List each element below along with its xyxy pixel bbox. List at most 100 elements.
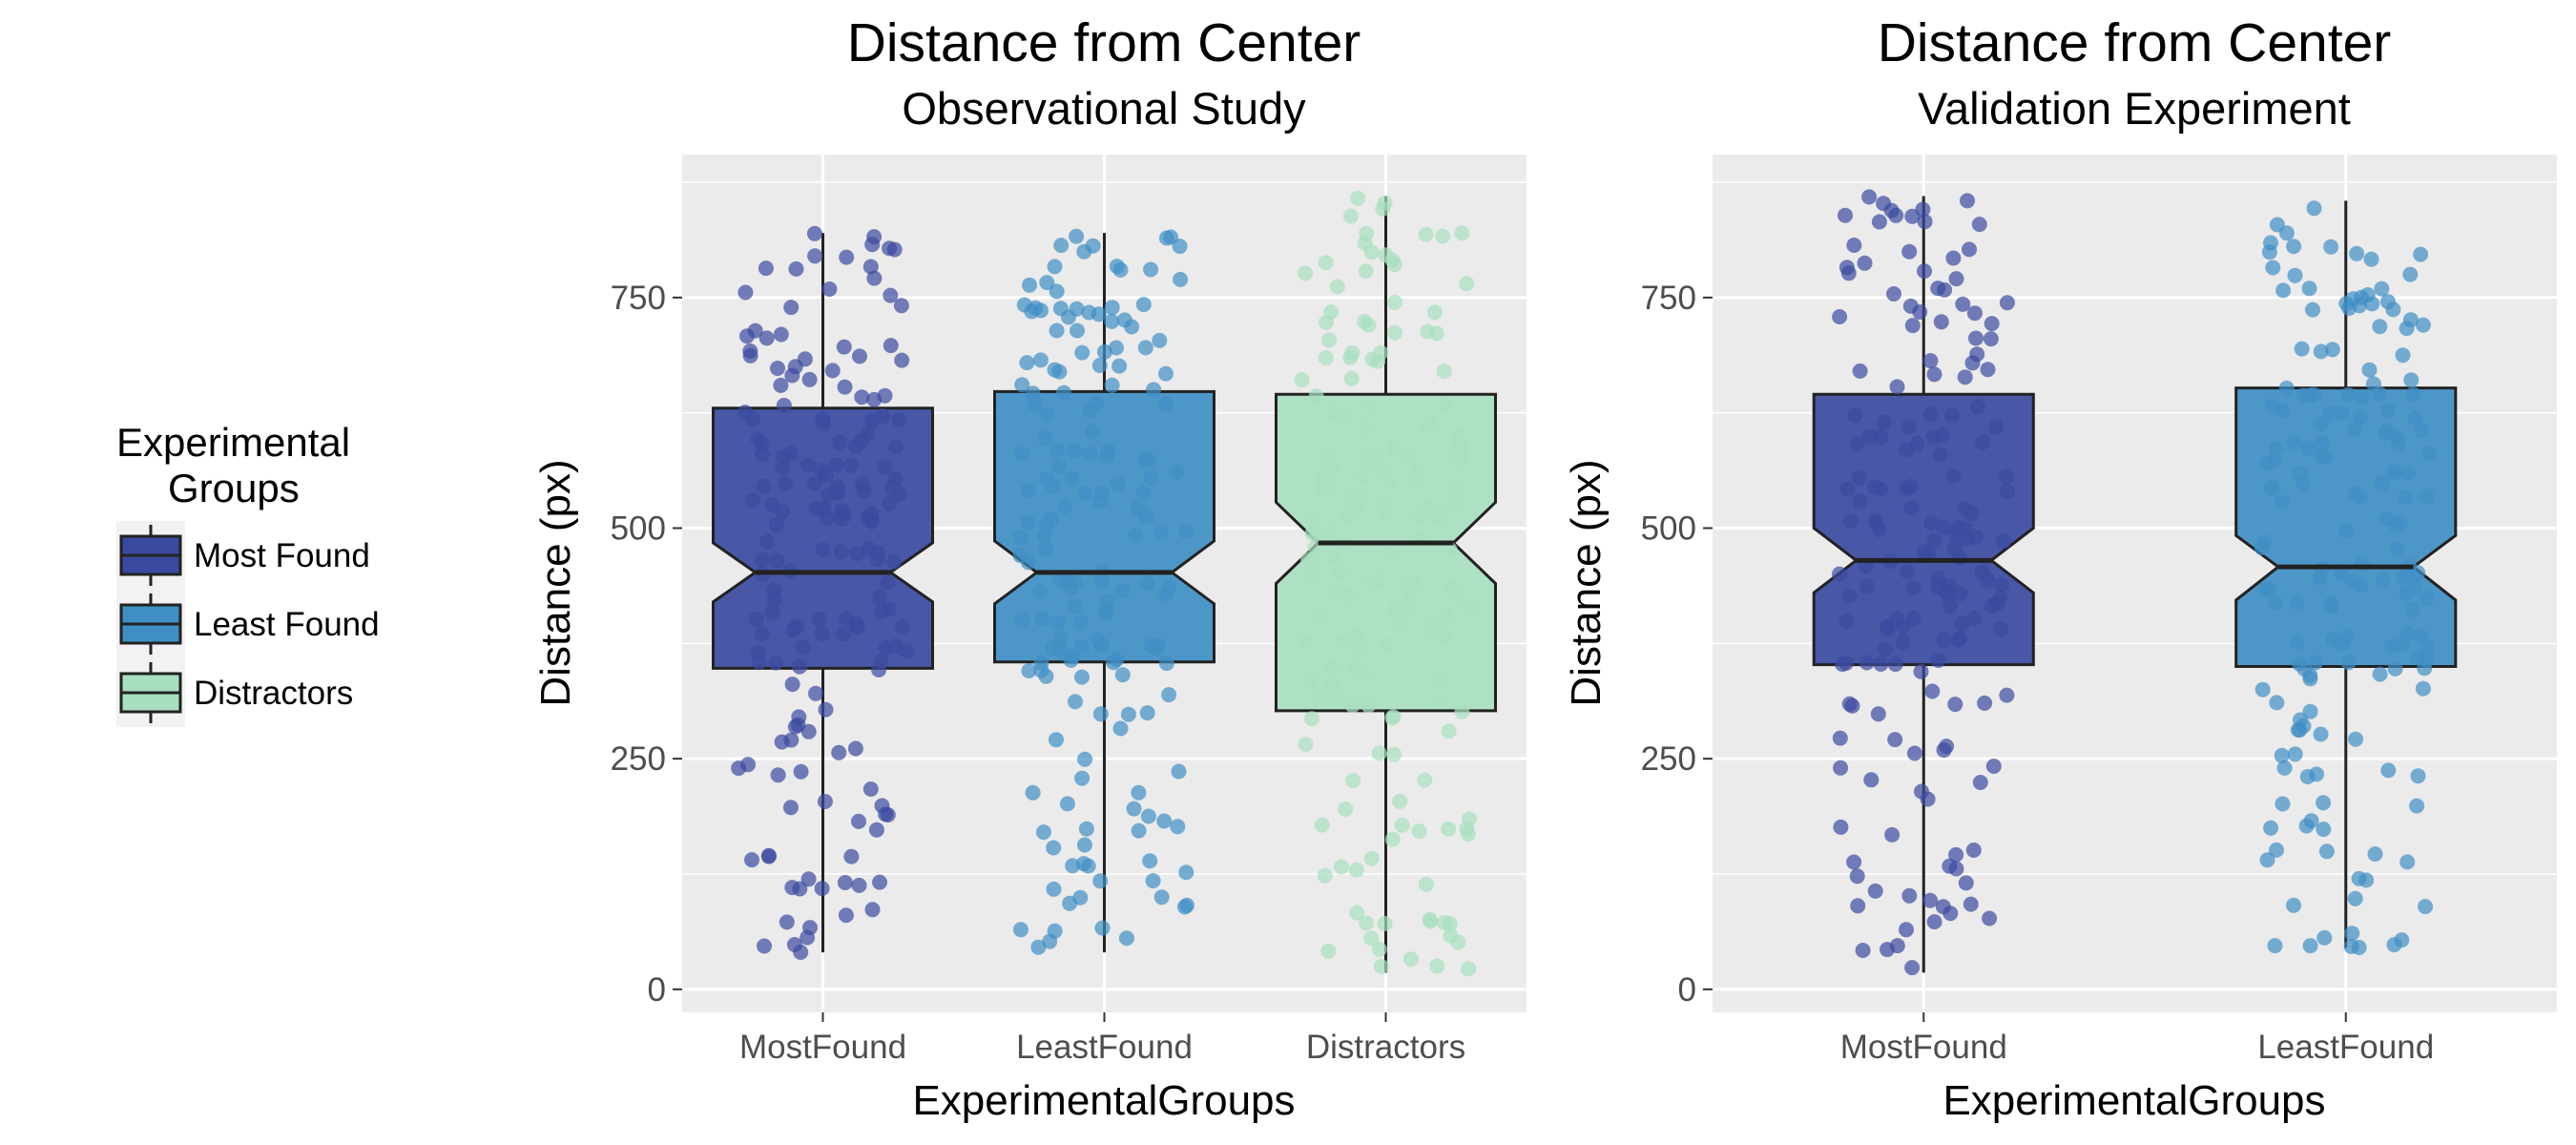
data-point-mostfound xyxy=(1972,775,1988,790)
data-point-mostfound xyxy=(1960,193,1975,209)
data-point-mostfound xyxy=(782,800,799,816)
data-point-leastfound xyxy=(2314,435,2330,451)
data-point-distractors xyxy=(1406,471,1423,488)
legend: Experimental Groups Most Found Least Fou… xyxy=(116,420,380,727)
data-point-leastfound xyxy=(2296,661,2313,677)
data-point-mostfound xyxy=(807,248,823,264)
data-point-mostfound xyxy=(814,626,830,642)
data-point-mostfound xyxy=(1963,506,1980,522)
data-point-mostfound xyxy=(885,553,902,570)
data-point-mostfound xyxy=(1930,281,1946,297)
chart-subtitle: Observational Study xyxy=(902,83,1306,134)
data-point-leastfound xyxy=(1064,470,1080,487)
data-point-distractors xyxy=(1383,543,1400,559)
data-point-mostfound xyxy=(1867,513,1883,529)
data-point-leastfound xyxy=(1060,309,1076,325)
data-point-distractors xyxy=(1381,474,1398,490)
data-point-mostfound xyxy=(817,794,833,809)
data-point-leastfound xyxy=(2420,446,2437,462)
data-point-mostfound xyxy=(764,604,780,620)
data-point-leastfound xyxy=(2404,601,2420,617)
data-point-mostfound xyxy=(1884,826,1901,843)
data-point-mostfound xyxy=(744,852,759,868)
data-point-leastfound xyxy=(1045,478,1061,494)
data-point-leastfound xyxy=(2337,523,2354,539)
data-point-mostfound xyxy=(1903,478,1920,494)
data-point-leastfound xyxy=(1092,706,1109,722)
data-point-mostfound xyxy=(758,260,774,277)
data-point-mostfound xyxy=(1945,250,1962,266)
data-point-mostfound xyxy=(1934,427,1950,443)
data-point-leastfound xyxy=(1104,313,1120,329)
data-point-mostfound xyxy=(1839,614,1855,630)
data-point-leastfound xyxy=(2340,386,2357,403)
data-point-mostfound xyxy=(773,326,789,343)
data-point-distractors xyxy=(1359,225,1375,241)
data-point-mostfound xyxy=(1832,309,1848,324)
data-point-mostfound xyxy=(1832,730,1848,746)
data-point-leastfound xyxy=(2375,572,2391,587)
data-point-mostfound xyxy=(793,763,809,780)
data-point-leastfound xyxy=(2361,362,2378,378)
data-point-distractors xyxy=(1438,629,1454,645)
y-tick-label: 750 xyxy=(611,280,666,317)
data-point-mostfound xyxy=(839,611,854,627)
data-point-leastfound xyxy=(1051,459,1067,475)
data-point-mostfound xyxy=(1873,656,1889,672)
data-point-mostfound xyxy=(894,352,910,368)
data-point-leastfound xyxy=(1013,530,1029,545)
data-point-leastfound xyxy=(2391,435,2407,451)
data-point-leastfound xyxy=(2402,266,2419,282)
data-point-mostfound xyxy=(1905,580,1922,596)
data-point-mostfound xyxy=(1900,563,1915,579)
data-point-leastfound xyxy=(2287,267,2303,283)
data-point-leastfound xyxy=(1025,385,1041,402)
data-point-distractors xyxy=(1442,541,1458,557)
data-point-distractors xyxy=(1378,507,1394,523)
data-point-mostfound xyxy=(1967,529,1984,545)
data-point-leastfound xyxy=(2378,426,2394,441)
data-point-leastfound xyxy=(1124,319,1140,335)
data-point-leastfound xyxy=(1021,663,1037,678)
data-point-leastfound xyxy=(2395,347,2411,364)
data-point-mostfound xyxy=(1913,663,1929,679)
data-point-distractors xyxy=(1319,314,1334,330)
data-point-mostfound xyxy=(1922,406,1939,423)
data-point-leastfound xyxy=(1172,239,1188,255)
data-point-leastfound xyxy=(1051,364,1068,380)
data-point-mostfound xyxy=(1866,479,1882,495)
data-point-leastfound xyxy=(1012,922,1028,938)
data-point-leastfound xyxy=(1171,763,1187,780)
data-point-mostfound xyxy=(848,438,864,454)
data-point-mostfound xyxy=(1923,515,1940,531)
data-point-leastfound xyxy=(1052,631,1069,646)
data-point-mostfound xyxy=(806,225,822,241)
data-point-distractors xyxy=(1402,951,1419,968)
legend-key-least-found xyxy=(116,590,185,658)
data-point-leastfound xyxy=(2415,317,2431,333)
data-point-mostfound xyxy=(1971,217,1987,233)
data-point-mostfound xyxy=(1945,468,1962,484)
data-point-leastfound xyxy=(1153,525,1170,541)
data-point-leastfound xyxy=(1085,238,1101,254)
data-point-mostfound xyxy=(1861,189,1878,205)
data-point-leastfound xyxy=(1014,377,1030,393)
data-point-leastfound xyxy=(2367,846,2383,862)
data-point-leastfound xyxy=(1144,637,1159,654)
data-point-distractors xyxy=(1318,255,1334,271)
data-point-mostfound xyxy=(870,545,886,561)
data-point-leastfound xyxy=(2296,718,2312,734)
data-point-distractors xyxy=(1333,635,1349,651)
legend-title-line2: Groups xyxy=(168,466,300,510)
data-point-leastfound xyxy=(1126,801,1142,817)
data-point-mostfound xyxy=(1936,632,1952,648)
data-point-leastfound xyxy=(1077,486,1093,502)
plot-marks xyxy=(712,190,1497,977)
data-point-leastfound xyxy=(1049,614,1066,631)
data-point-leastfound xyxy=(1067,598,1083,614)
data-point-leastfound xyxy=(2409,798,2425,814)
data-point-leastfound xyxy=(1118,930,1134,947)
data-point-leastfound xyxy=(2275,796,2291,812)
data-point-distractors xyxy=(1418,226,1434,242)
data-point-leastfound xyxy=(1179,897,1195,913)
